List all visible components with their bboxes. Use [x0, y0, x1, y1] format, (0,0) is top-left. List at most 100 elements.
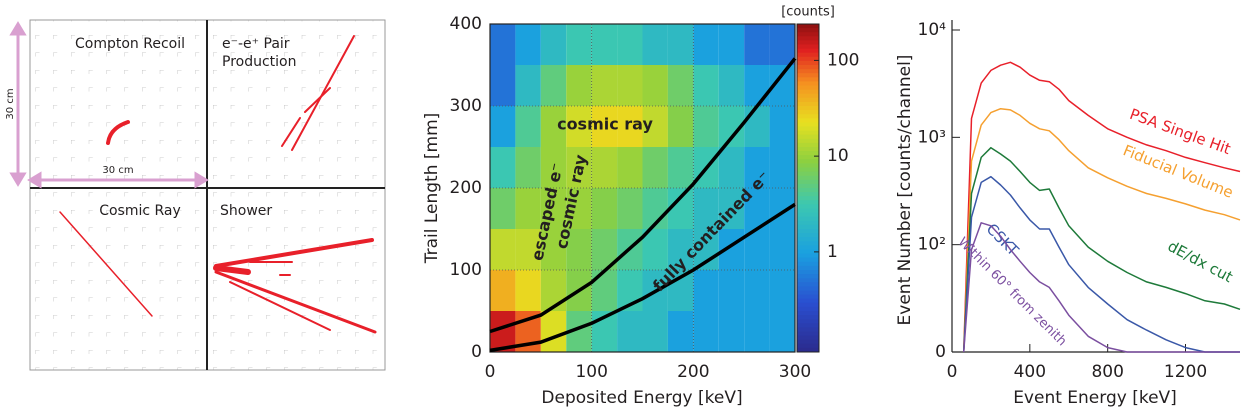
colorbar-segment — [797, 60, 819, 66]
heatmap-cell — [490, 229, 516, 270]
colorbar-segment — [797, 77, 819, 82]
heatmap-cell — [667, 24, 694, 65]
colorbar-segment — [797, 265, 819, 271]
colorbar-segment — [797, 93, 819, 99]
colorbar-segment — [797, 245, 819, 250]
colorbar-segment — [797, 110, 819, 115]
heatmap-cell — [642, 311, 668, 352]
heatmap-cell — [566, 147, 592, 188]
heatmap-cell — [693, 311, 719, 352]
colorbar-segment — [797, 339, 819, 345]
colorbar-segment — [797, 323, 819, 328]
y-tick-label: 10² — [918, 235, 946, 255]
x-tick-label: 300 — [779, 362, 811, 382]
colorbar-segment — [797, 106, 819, 111]
x-tick-label: 200 — [677, 362, 709, 382]
colorbar-segment — [797, 97, 819, 103]
colorbar-segment — [797, 278, 819, 283]
heatmap-cell — [490, 270, 516, 311]
x-tick-label: 800 — [1091, 362, 1123, 382]
colorbar-segment — [797, 40, 819, 45]
spectrum-line — [962, 107, 1241, 353]
heatmap-cell — [744, 270, 770, 311]
heatmap-cell — [540, 65, 567, 106]
heatmap-cell — [693, 270, 719, 311]
colorbar-segment — [797, 114, 819, 119]
panel-title: Compton Recoil — [75, 36, 185, 52]
heatmap-cell — [667, 229, 694, 270]
colorbar-segment — [797, 298, 819, 304]
colorbar-segment — [797, 56, 819, 62]
heatmap-cell — [642, 106, 668, 147]
heatmap-cell — [515, 188, 541, 229]
heatmap-cell — [769, 106, 795, 147]
colorbar-segment — [797, 257, 819, 263]
heatmap-cell — [718, 311, 745, 352]
heatmap-cell — [642, 229, 668, 270]
y-axis-label: Trail Length [mm] — [422, 113, 442, 265]
colorbar-segment — [797, 208, 819, 214]
spectrum-line — [962, 146, 1241, 353]
colorbar-segment — [797, 118, 819, 123]
colorbar-tick-label: 100 — [827, 50, 859, 70]
heatmap-cell — [718, 24, 745, 65]
heatmap-cell — [566, 65, 592, 106]
heatmap-cell — [490, 65, 516, 106]
heatmap-cell — [744, 106, 770, 147]
colorbar-segment — [797, 130, 819, 136]
colorbar-segment — [797, 142, 819, 148]
heatmap-cell — [591, 65, 618, 106]
colorbar-segment — [797, 331, 819, 337]
y-tick-label: 200 — [450, 178, 482, 198]
scale-arrows — [9, 21, 209, 189]
heatmap-cell — [693, 65, 719, 106]
colorbar-segment — [797, 147, 819, 152]
heatmap-cell — [617, 311, 643, 352]
heatmap-cell — [667, 147, 694, 188]
panel-title: Production — [222, 54, 296, 70]
x-tick-label: 0 — [485, 362, 496, 382]
colorbar-segment — [797, 261, 819, 267]
colorbar-segment — [797, 73, 819, 78]
heatmap-cell — [667, 311, 694, 352]
heatmap-cell — [769, 311, 795, 352]
colorbar-segment — [797, 159, 819, 164]
colorbar-segment — [797, 204, 819, 209]
colorbar-segment — [797, 134, 819, 140]
heatmap-cell — [769, 24, 795, 65]
heatmap-cell — [744, 24, 770, 65]
colorbar-segment — [797, 69, 819, 74]
y-tick-label: 0 — [471, 342, 482, 362]
heatmap-cell — [718, 188, 745, 229]
colorbar-segment — [797, 196, 819, 201]
heatmap-cell — [540, 24, 567, 65]
colorbar-segment — [797, 24, 819, 29]
heatmap-cell — [642, 65, 668, 106]
heatmap-cell — [667, 106, 694, 147]
heatmap-cell — [515, 147, 541, 188]
scale-label: 30 cm — [102, 165, 133, 176]
colorbar-segment — [797, 294, 819, 300]
heatmap-cell — [490, 24, 516, 65]
colorbar-segment — [797, 101, 819, 107]
y-tick-label: 10³ — [918, 127, 946, 147]
heatmap-cell — [515, 106, 541, 147]
colorbar-segment — [797, 32, 819, 37]
heatmap-cell — [667, 65, 694, 106]
colorbar-segment — [797, 335, 819, 341]
colorbar-segment — [797, 126, 819, 132]
series-label: dE/dx cut — [1165, 237, 1236, 286]
y-tick-label: 100 — [450, 260, 482, 280]
colorbar-segment — [797, 200, 819, 205]
heatmap-cell — [693, 188, 719, 229]
heatmap-cell — [617, 24, 643, 65]
heatmap-cell — [642, 24, 668, 65]
heatmap-cell — [540, 147, 567, 188]
heatmap-cell — [540, 270, 567, 311]
heatmap-cell — [490, 106, 516, 147]
colorbar-segment — [797, 138, 819, 144]
heatmap-cell — [490, 188, 516, 229]
y-tick-label: 10⁴ — [918, 20, 947, 40]
heatmap-cell — [718, 270, 745, 311]
